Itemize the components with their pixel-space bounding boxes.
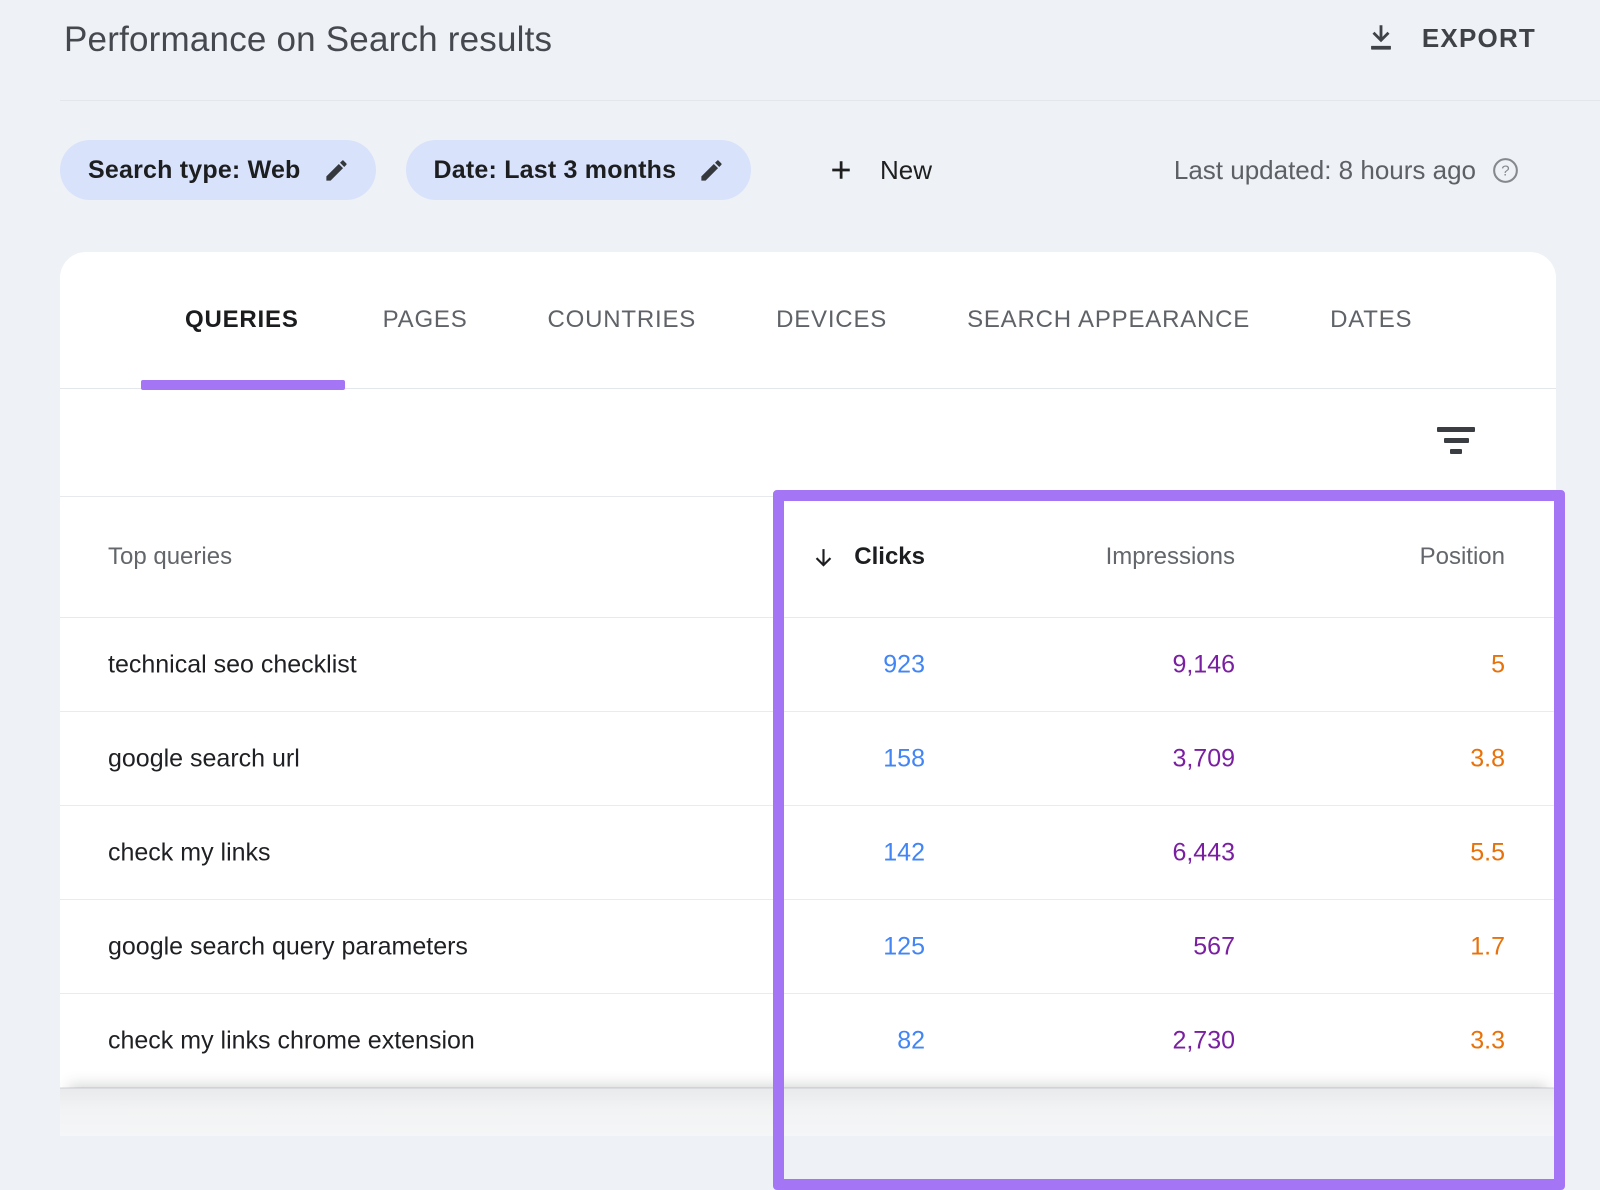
impressions-cell: 567 xyxy=(1193,932,1235,960)
tab-queries[interactable]: QUERIES xyxy=(185,306,299,333)
edit-pencil-icon[interactable] xyxy=(323,157,350,184)
clicks-cell: 125 xyxy=(883,932,925,960)
help-icon[interactable]: ? xyxy=(1491,156,1520,185)
tab-devices[interactable]: DEVICES xyxy=(776,306,888,333)
date-range-chip-label: Date: Last 3 months xyxy=(433,155,677,184)
query-cell[interactable]: google search query parameters xyxy=(108,932,468,960)
table-header-row: Top queries Clicks Impressions Position xyxy=(60,497,1556,618)
clicks-cell: 142 xyxy=(883,838,925,866)
tab-search-appearance[interactable]: SEARCH APPEARANCE xyxy=(967,306,1251,333)
new-filter-label: New xyxy=(880,154,933,185)
impressions-column-header[interactable]: Impressions xyxy=(1105,543,1235,570)
impressions-cell: 2,730 xyxy=(1172,1026,1235,1054)
table-bottom-cutoff-row xyxy=(60,1088,1556,1136)
search-type-chip[interactable]: Search type: Web xyxy=(60,140,376,200)
plus-icon xyxy=(826,155,856,185)
table-row[interactable]: google search query parameters 125 567 1… xyxy=(60,900,1556,994)
position-cell: 1.7 xyxy=(1470,932,1505,960)
position-cell: 3.8 xyxy=(1470,744,1505,772)
position-column-header[interactable]: Position xyxy=(1419,543,1505,570)
active-tab-indicator xyxy=(141,380,345,390)
table-row[interactable]: technical seo checklist 923 9,146 5 xyxy=(60,618,1556,712)
search-type-chip-label: Search type: Web xyxy=(88,155,301,184)
position-cell: 5.5 xyxy=(1470,838,1505,866)
query-cell[interactable]: google search url xyxy=(108,744,300,772)
clicks-cell: 158 xyxy=(883,744,925,772)
table-row[interactable]: check my links chrome extension 82 2,730… xyxy=(60,994,1556,1088)
page-title: Performance on Search results xyxy=(64,20,553,59)
table-row[interactable]: check my links 142 6,443 5.5 xyxy=(60,806,1556,900)
tab-pages[interactable]: PAGES xyxy=(382,306,468,333)
clicks-cell: 923 xyxy=(883,650,925,678)
svg-text:?: ? xyxy=(1501,162,1509,179)
top-queries-header[interactable]: Top queries xyxy=(108,543,233,570)
query-cell[interactable]: check my links chrome extension xyxy=(108,1026,475,1054)
last-updated: Last updated: 8 hours ago ? xyxy=(1174,140,1520,200)
tabs-row: QUERIES PAGES COUNTRIES DEVICES SEARCH APPEA… xyxy=(60,252,1556,389)
table-body: technical seo checklist 923 9,146 5 goog… xyxy=(60,618,1556,1088)
performance-card: QUERIES PAGES COUNTRIES DEVICES SEARCH APPEA… xyxy=(60,252,1556,1136)
impressions-cell: 3,709 xyxy=(1172,744,1235,772)
clicks-header-label: Clicks xyxy=(854,543,925,570)
edit-pencil-icon[interactable] xyxy=(698,157,725,184)
impressions-cell: 6,443 xyxy=(1172,838,1235,866)
filter-rows-icon[interactable] xyxy=(1434,418,1478,462)
last-updated-text: Last updated: 8 hours ago xyxy=(1173,154,1476,185)
tab-dates[interactable]: DATES xyxy=(1330,306,1413,333)
export-label: EXPORT xyxy=(1421,22,1536,53)
clicks-column-header[interactable]: Clicks xyxy=(810,543,925,571)
export-button[interactable]: EXPORT xyxy=(1364,14,1536,62)
filter-chips: Search type: Web Date: Last 3 months xyxy=(60,140,752,200)
header-divider xyxy=(60,100,1600,101)
date-range-chip[interactable]: Date: Last 3 months xyxy=(405,140,752,200)
table-row[interactable]: google search url 158 3,709 3.8 xyxy=(60,712,1556,806)
query-cell[interactable]: check my links xyxy=(108,838,271,866)
tab-countries[interactable]: COUNTRIES xyxy=(547,306,697,333)
download-icon xyxy=(1364,21,1398,55)
sort-descending-arrow-icon xyxy=(810,544,837,571)
position-cell: 5 xyxy=(1491,650,1505,678)
clicks-cell: 82 xyxy=(897,1026,925,1054)
new-filter-button[interactable]: New xyxy=(826,140,932,200)
impressions-cell: 9,146 xyxy=(1172,650,1235,678)
position-cell: 3.3 xyxy=(1470,1026,1505,1054)
query-cell[interactable]: technical seo checklist xyxy=(108,650,357,678)
table-toolbar xyxy=(60,390,1556,497)
